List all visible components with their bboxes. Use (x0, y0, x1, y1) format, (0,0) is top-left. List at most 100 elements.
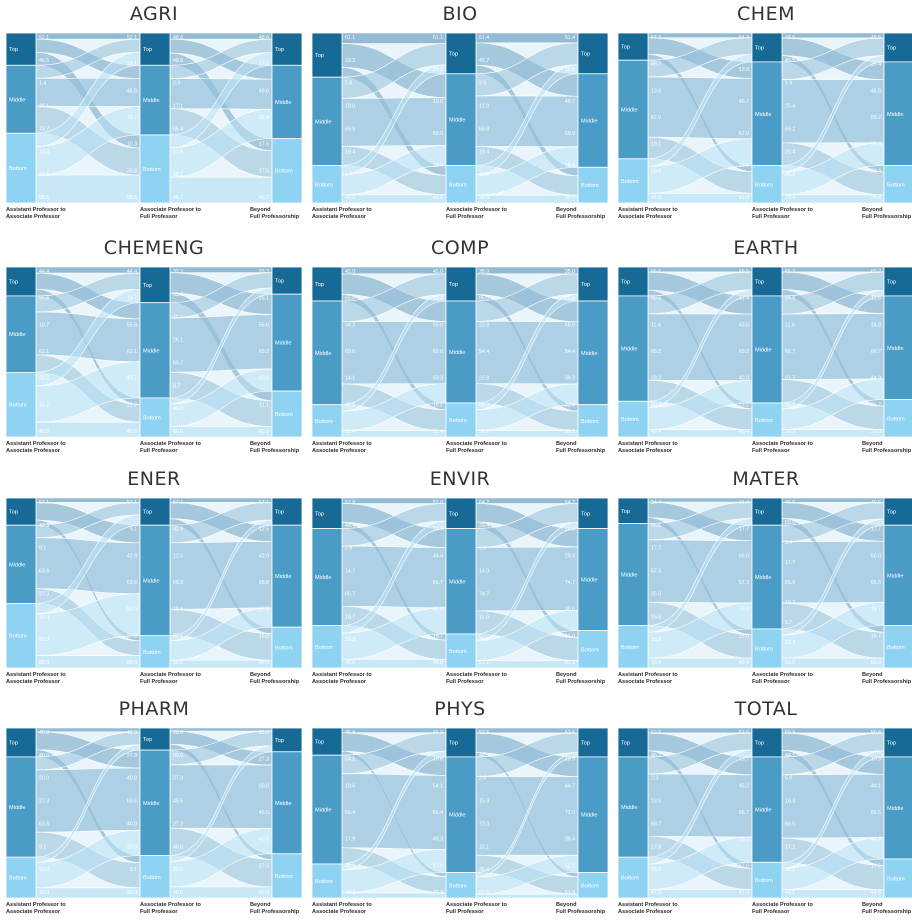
bar-label-s2-middle: Middle (143, 578, 159, 584)
flow-value-l4: 45.7 (565, 99, 575, 105)
bar-label-s1-middle: Middle (9, 97, 25, 103)
bar-s3-middle (577, 528, 608, 632)
caption-col2-line: Full Professor (140, 448, 178, 454)
bar-s1-bottom (618, 856, 649, 898)
sankey-plot: Top Middle Bottom Top Middle Bottom Top Middle B… (312, 33, 608, 203)
flow-a-0-0 (35, 267, 141, 274)
flow-value-l3: 69.8 (479, 126, 489, 132)
flow-value-l4: 29.4 (565, 553, 575, 559)
flow-value-l2: 27.3 (127, 753, 137, 759)
flow-value-l2: 56.5 (127, 195, 137, 201)
caption-col3: Beyond Full Professorship (556, 902, 605, 916)
caption-col2: Associate Professor to Full Professor (752, 902, 813, 916)
flow-value-l2: 55.6 (127, 322, 137, 328)
bar-label-s2-middle: Middle (755, 347, 771, 353)
flow-value-l1: 11.4 (651, 322, 661, 328)
caption-col1: Assistant Professor to Associate Professo… (6, 441, 66, 455)
flow-value-l2: 68.7 (739, 810, 749, 816)
flow-value-l1: 10.6 (345, 783, 355, 789)
flow-value-l2: 40.7 (127, 376, 137, 382)
bar-s2-middle (751, 756, 783, 863)
flow-value-l4: 17.7 (871, 527, 881, 533)
flow-value-l1: 45.2 (651, 753, 661, 759)
flow-value-l4: 50.8 (871, 730, 881, 736)
flow-value-l2: 14.7 (433, 527, 443, 533)
bar-s2-bottom (751, 402, 783, 437)
sankey-panel: ENER Top Middle Bottom Top Middle Bottom Top Mid… (6, 468, 302, 690)
flow-a-0-0 (35, 728, 141, 733)
flow-value-l4: 42.9 (259, 553, 269, 559)
caption-col2-line: Full Professor (140, 679, 178, 685)
flow-value-l1: 45.7 (651, 62, 661, 68)
flow-a-0-0 (341, 267, 447, 275)
flow-b-2-2 (169, 886, 273, 898)
flow-a-2-2 (341, 430, 447, 437)
flow-value-l2: 61.1 (433, 35, 443, 41)
bar-s1-middle (618, 59, 649, 160)
flow-b-0-0 (169, 267, 273, 274)
flow-value-l4: 45.5 (871, 35, 881, 41)
caption-col2-line: Associate Professor to (140, 902, 201, 908)
flow-value-l1: 40.6 (39, 429, 49, 435)
panel-title: ENVIR (429, 468, 491, 490)
bar-s1-bottom (312, 863, 343, 898)
flow-value-l1: 42.9 (39, 523, 49, 529)
bar-label-s1-bottom: Bottom (315, 182, 333, 188)
flow-b-0-0 (169, 728, 273, 732)
flow-value-l1: 33.3 (39, 614, 49, 620)
flow-value-l3: 27.3 (173, 821, 183, 827)
caption-col2-line: Full Professor (446, 214, 484, 220)
flow-value-l2: 33.3 (433, 67, 443, 73)
bar-label-s2-top: Top (755, 740, 764, 746)
flow-value-l2: 19.1 (739, 163, 749, 169)
caption-col1-line: Assistant Professor to (6, 207, 66, 213)
bar-label-s3-middle: Middle (581, 351, 597, 357)
flow-value-l3: 20.0 (173, 730, 183, 736)
flow-value-l1: 14.1 (345, 376, 355, 382)
flow-value-l4: 27.3 (259, 757, 269, 763)
flow-value-l4: 65.4 (259, 115, 269, 121)
flow-value-l1: 55.6 (39, 296, 49, 302)
flow-value-l2: 15.1 (433, 402, 443, 408)
flow-value-l4: 57.1 (565, 660, 575, 666)
flow-value-l3: 17.1 (173, 104, 183, 110)
flow-b-0-0 (781, 33, 885, 39)
caption-col2: Associate Professor to Full Professor (140, 441, 201, 455)
caption-col3: Beyond Full Professorship (250, 441, 299, 455)
bar-label-s2-middle: Middle (143, 348, 159, 354)
bar-s3-bottom (883, 858, 912, 898)
flow-value-l4: 51.5 (565, 890, 575, 896)
flow-value-l1: 32.5 (345, 402, 355, 408)
flow-value-l3: 14.3 (479, 569, 489, 575)
bar-label-s3-top: Top (887, 510, 896, 516)
caption-col3-line: Full Professorship (862, 909, 912, 915)
caption-col1: Assistant Professor to Associate Professo… (618, 441, 678, 455)
bar-s1-bottom (618, 400, 649, 437)
flow-a-1-1 (35, 767, 141, 833)
caption-col2: Associate Professor to Full Professor (446, 207, 507, 221)
panel-title: MATER (732, 468, 800, 490)
flow-value-l2: 57.3 (739, 580, 749, 586)
caption-col2-line: Full Professor (752, 679, 790, 685)
flow-value-l2: 50.0 (127, 660, 137, 666)
flow-value-l4: 50.0 (871, 660, 881, 666)
flow-a-0-0 (647, 33, 753, 38)
bar-label-s1-bottom: Bottom (315, 879, 333, 885)
flow-value-l4: 48.6 (259, 88, 269, 94)
flow-value-l3: 12.8 (479, 104, 489, 110)
caption-col3: Beyond Full Professorship (862, 672, 911, 686)
flow-b-2-2 (781, 889, 885, 898)
flow-b-0-0 (475, 728, 579, 734)
flow-a-2-2 (647, 889, 753, 898)
bar-s2-middle (445, 73, 477, 167)
flow-value-l2: 40.0 (127, 730, 137, 736)
flow-value-l2: 34.4 (739, 500, 749, 506)
flow-value-l1: 15.6 (651, 614, 661, 620)
flow-value-l4: 20.4 (871, 168, 881, 174)
flow-value-l1: 57.3 (651, 569, 661, 575)
flow-value-l2: 47.0 (739, 890, 749, 896)
flow-value-l1: 56.5 (39, 195, 49, 201)
bar-label-s1-middle: Middle (9, 805, 25, 811)
flow-value-l3: 42.9 (173, 527, 183, 533)
bar-s3-bottom (271, 138, 302, 203)
